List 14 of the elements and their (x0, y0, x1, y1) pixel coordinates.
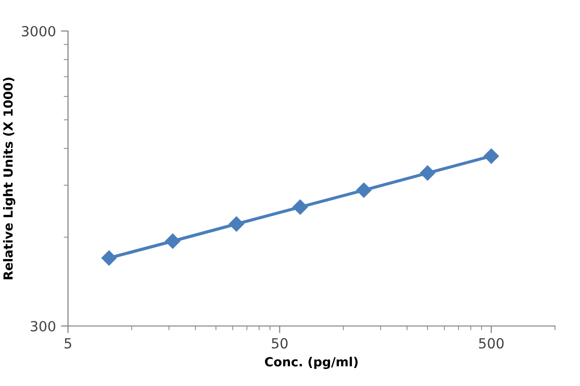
point (101, 250, 117, 266)
y-axis-title: Relative Light Units (X 1000) (3, 78, 16, 280)
point (292, 200, 308, 215)
point (420, 165, 436, 181)
x-axis-title: Conc. (pg/ml) (264, 356, 358, 369)
x-tick-label: 50 (272, 338, 288, 349)
point (165, 234, 180, 249)
x-tick-label: 500 (479, 338, 504, 349)
y-tick-label: 3000 (22, 26, 56, 36)
point (356, 182, 372, 198)
point (228, 216, 244, 232)
point (484, 148, 499, 164)
x-tick-label: 5 (64, 338, 72, 349)
y-tick-label: 300 (30, 320, 56, 332)
